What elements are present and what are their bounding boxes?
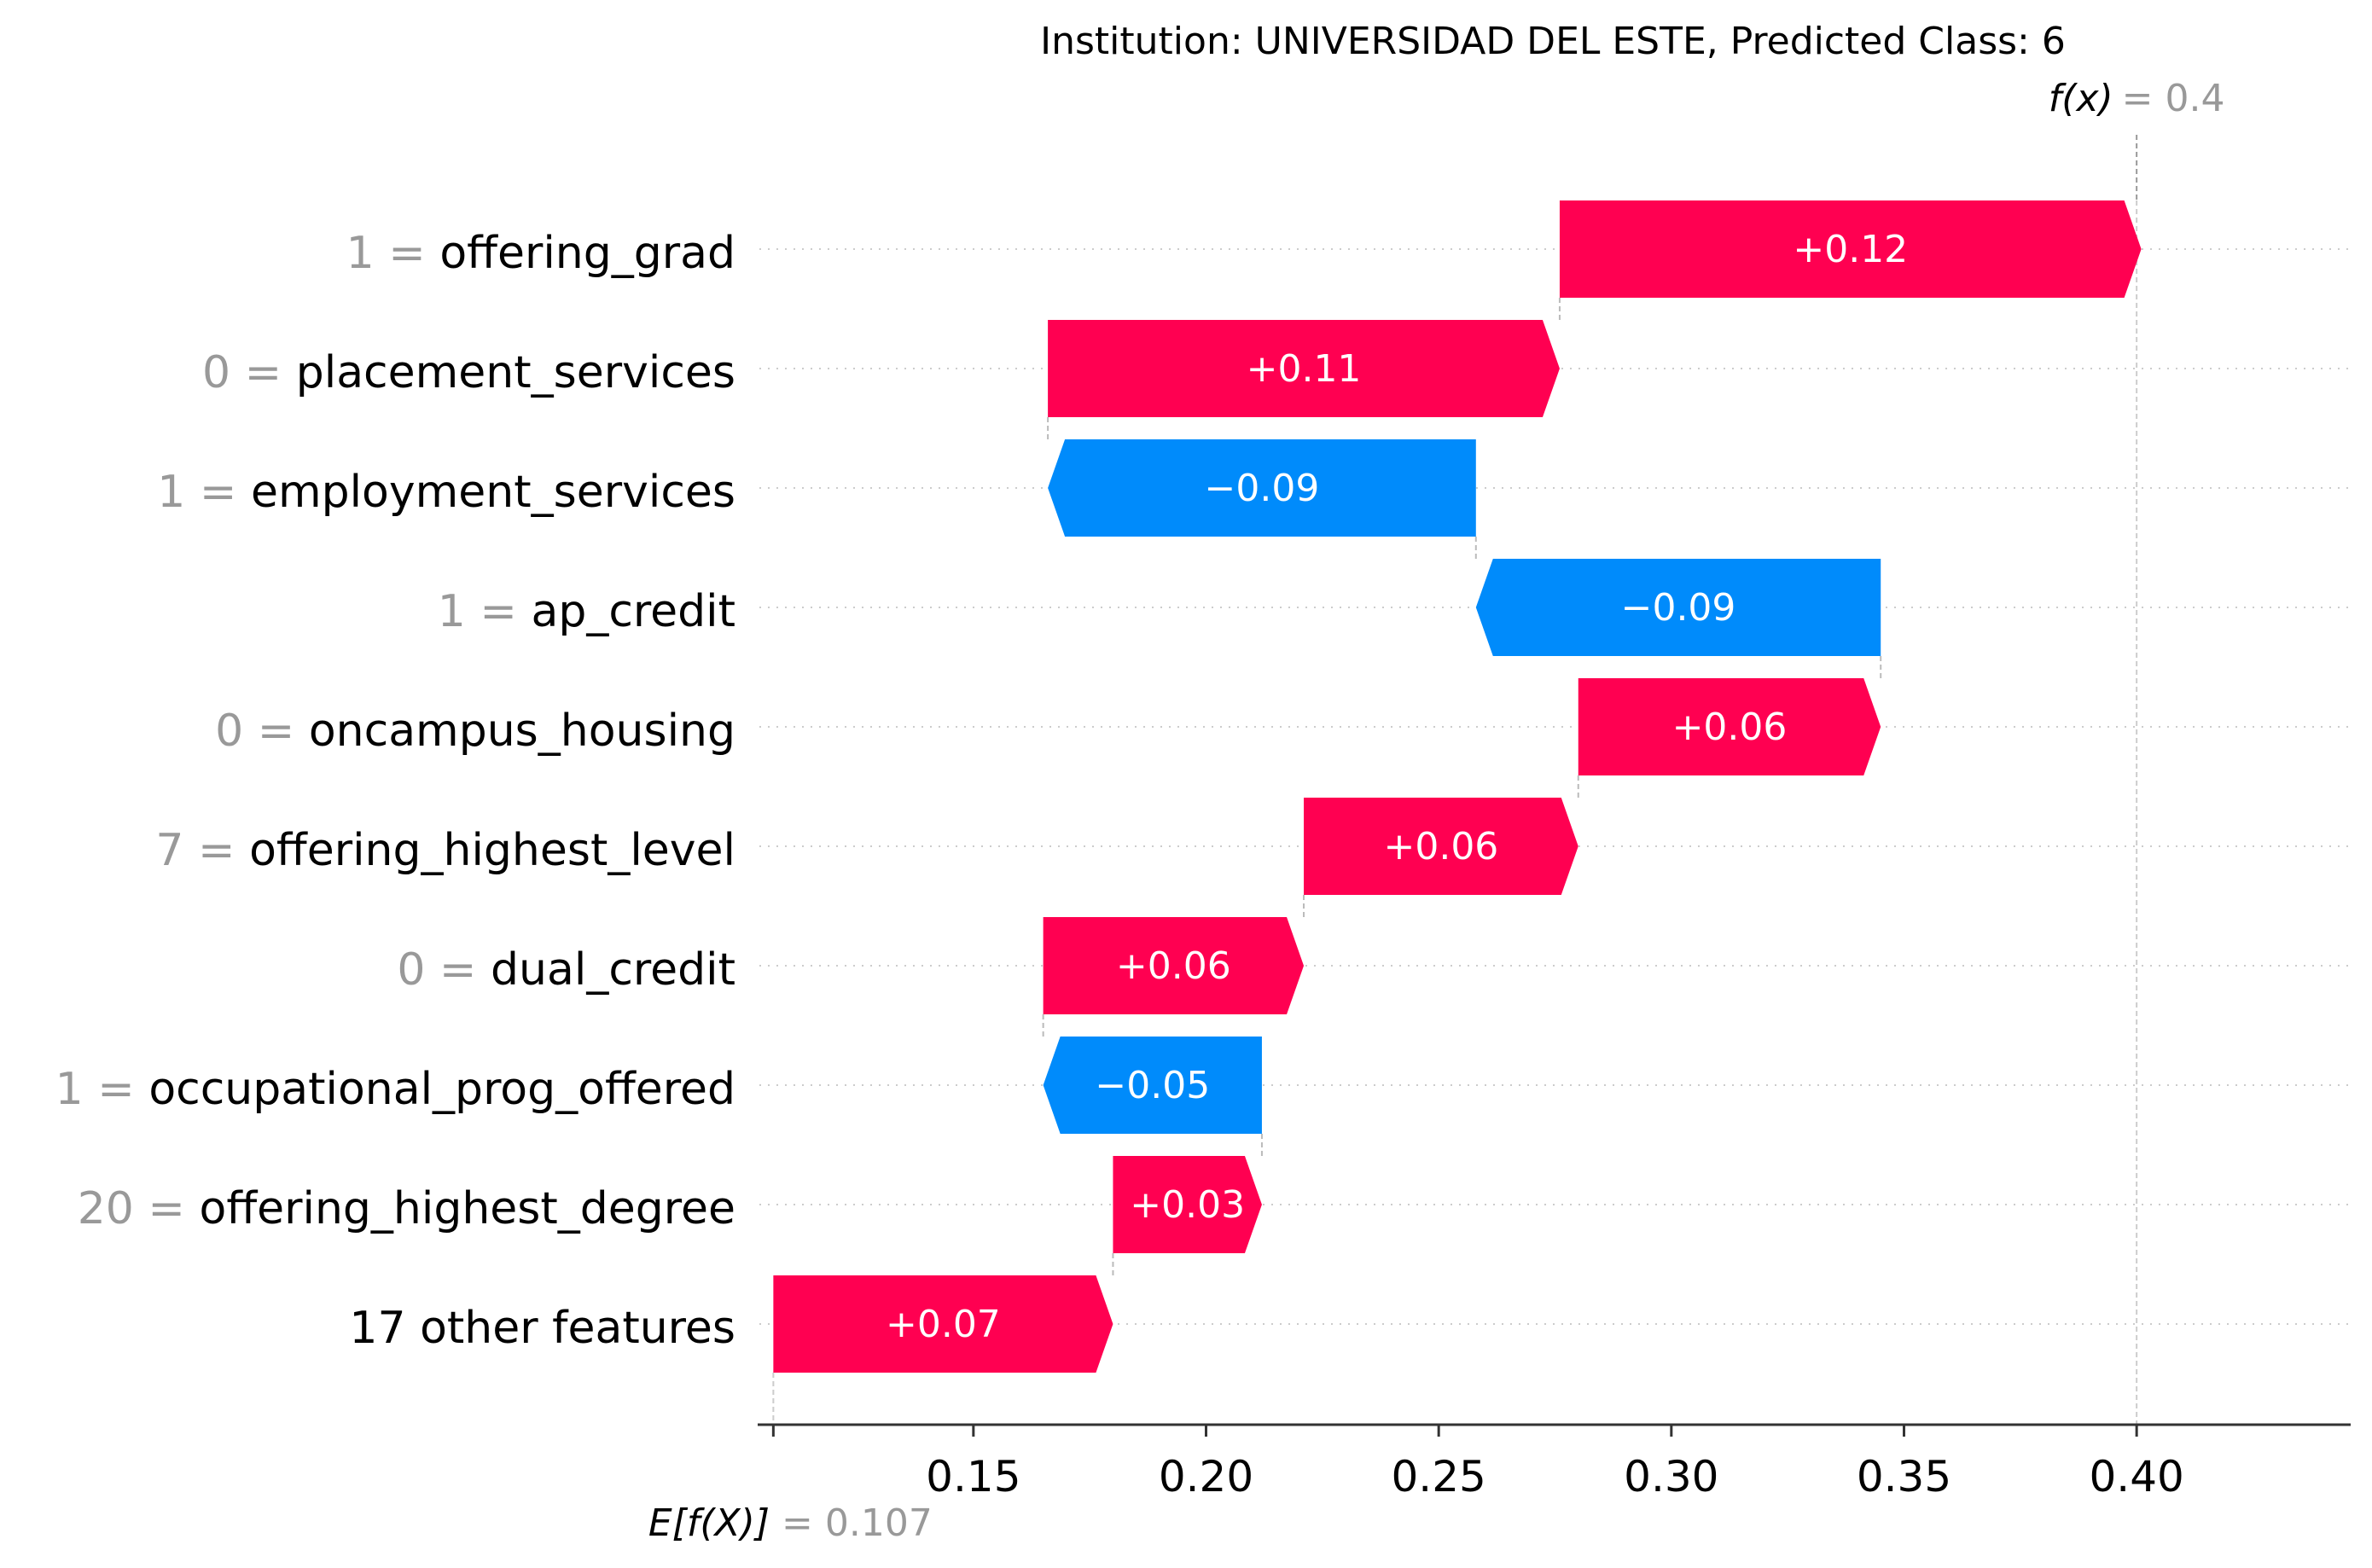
feature-equals: = [243,706,309,757]
feature-name: offering_grad [439,228,735,279]
feature-name: ap_credit [531,586,735,637]
bar-value-label: +0.03 [1130,1183,1245,1227]
waterfall-bar [1048,439,1476,537]
waterfall-bar [1113,1156,1262,1253]
feature-label: 0 = dual_credit [397,944,735,996]
feature-equals: = [375,228,440,279]
x-tick-label: 0.20 [1159,1452,1253,1501]
waterfall-bar [1043,1037,1262,1134]
waterfall-bar [1043,917,1305,1014]
x-tick-label: 0.30 [1624,1452,1718,1501]
feature-label: 1 = ap_credit [438,586,735,637]
feature-value: 0 [215,706,243,757]
feature-label: 20 = offering_highest_degree [78,1183,735,1234]
feature-label: 1 = occupational_prog_offered [55,1064,735,1115]
bar-value-label: −0.09 [1205,467,1320,510]
bar-value-label: +0.12 [1793,228,1908,271]
fx-label: f(x) [2049,77,2113,120]
feature-name: employment_services [251,467,735,518]
feature-value: 7 [155,825,183,876]
feature-name: oncampus_housing [309,706,735,757]
feature-label: 17 other features [349,1303,735,1354]
feature-label: 0 = oncampus_housing [215,706,735,757]
feature-value: 0 [202,347,230,398]
feature-equals: = [185,467,251,518]
x-tick-label: 0.35 [1857,1452,1951,1501]
feature-label: 7 = offering_highest_level [155,825,735,876]
bar-value-label: +0.06 [1672,706,1788,749]
feature-name: 17 other features [349,1303,735,1354]
feature-name: placement_services [296,347,735,398]
waterfall-bar [1048,320,1560,417]
feature-equals: = [183,825,249,876]
feature-name: offering_highest_level [249,825,735,876]
waterfall-bar [773,1275,1113,1373]
feature-label: 1 = employment_services [157,467,735,518]
chart-title: Institution: UNIVERSIDAD DEL ESTE, Predi… [1040,20,2066,63]
feature-equals: = [466,586,532,637]
feature-value: 1 [438,586,466,637]
base-value-label: E[f(X)] [648,1501,770,1545]
base-value-annotation: E[f(X)] = 0.107 [648,1501,933,1545]
bar-value-label: −0.09 [1621,586,1736,630]
feature-value: 1 [55,1064,84,1115]
feature-value: 20 [78,1183,134,1234]
base-value-text: = 0.107 [782,1501,933,1545]
feature-equals: = [134,1183,200,1234]
waterfall-bar [1304,798,1578,895]
feature-name: occupational_prog_offered [148,1064,735,1115]
bar-value-label: −0.05 [1095,1064,1210,1107]
bar-value-label: +0.06 [1383,825,1498,868]
bar-value-label: +0.06 [1116,944,1231,988]
x-tick-label: 0.25 [1392,1452,1486,1501]
bar-value-label: +0.07 [886,1303,1001,1346]
feature-label: 1 = offering_grad [346,228,735,279]
bar-value-label: +0.11 [1247,347,1362,391]
fx-value: = 0.4 [2122,77,2225,120]
feature-value: 1 [346,228,375,279]
waterfall-bar [1559,200,2142,298]
fx-annotation: f(x) = 0.4 [2049,77,2225,120]
waterfall-bar [1578,678,1881,775]
x-tick-label: 0.15 [926,1452,1020,1501]
feature-equals: = [425,944,491,996]
feature-value: 1 [157,467,185,518]
feature-equals: = [84,1064,149,1115]
feature-name: dual_credit [491,944,735,996]
feature-label: 0 = placement_services [202,347,735,398]
waterfall-bar [1475,559,1881,656]
x-tick-label: 0.40 [2089,1452,2183,1501]
feature-equals: = [230,347,296,398]
feature-name: offering_highest_degree [200,1183,736,1234]
feature-value: 0 [397,944,425,996]
